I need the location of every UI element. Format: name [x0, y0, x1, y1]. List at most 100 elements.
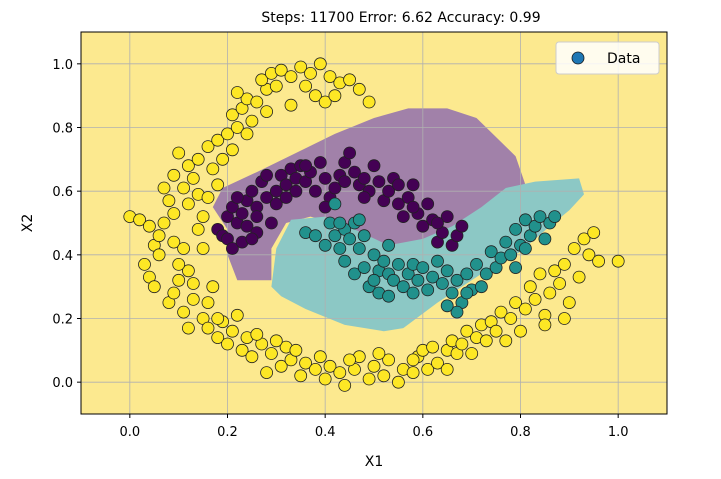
- data-point: [548, 210, 562, 224]
- data-point: [172, 146, 186, 160]
- data-point: [352, 82, 366, 96]
- data-point: [279, 191, 293, 204]
- data-point: [440, 299, 454, 313]
- data-point: [343, 146, 357, 160]
- data-point: [548, 264, 562, 278]
- data-point: [577, 232, 591, 246]
- data-point: [216, 152, 230, 166]
- data-point: [308, 89, 322, 103]
- data-point: [167, 168, 181, 182]
- data-point: [426, 340, 440, 354]
- data-point: [235, 343, 249, 357]
- data-point: [504, 312, 518, 325]
- data-point: [460, 286, 474, 300]
- data-point: [162, 194, 176, 208]
- data-point: [431, 254, 444, 268]
- data-point: [421, 362, 435, 376]
- data-point: [308, 229, 322, 243]
- data-point: [455, 337, 469, 351]
- data-point: [382, 289, 396, 303]
- x-tick-label: 1.0: [608, 425, 629, 440]
- data-point: [235, 207, 249, 220]
- data-point: [382, 184, 396, 198]
- data-point: [504, 248, 518, 262]
- data-point: [416, 219, 430, 233]
- data-point: [387, 273, 400, 287]
- x-tick-label: 0.0: [119, 425, 140, 440]
- data-point: [572, 270, 586, 284]
- data-point: [523, 280, 537, 294]
- data-point: [328, 197, 342, 211]
- data-point: [221, 337, 234, 351]
- data-point: [514, 324, 527, 338]
- data-point: [196, 242, 210, 255]
- data-point: [260, 191, 274, 204]
- data-point: [558, 312, 571, 325]
- data-point: [181, 264, 195, 278]
- data-point: [201, 321, 215, 335]
- data-point: [230, 191, 244, 204]
- data-point: [509, 222, 522, 236]
- data-point: [484, 245, 498, 259]
- data-point: [133, 213, 147, 227]
- data-point: [186, 171, 200, 185]
- data-point: [382, 353, 396, 367]
- data-point: [435, 277, 449, 290]
- data-point: [553, 277, 566, 290]
- data-point: [225, 242, 239, 255]
- data-point: [264, 216, 278, 230]
- data-point: [362, 372, 376, 386]
- y-tick-label: 0.0: [52, 376, 73, 391]
- data-point: [230, 121, 244, 134]
- data-point: [289, 343, 303, 357]
- data-point: [391, 197, 405, 211]
- data-point: [582, 248, 596, 262]
- x-axis-ticks: 0.0 0.2 0.4 0.6 0.8 1.0: [119, 414, 629, 440]
- data-point: [318, 95, 332, 109]
- data-point: [264, 347, 278, 360]
- data-point: [181, 159, 195, 173]
- data-points: [123, 57, 625, 392]
- data-point: [460, 324, 474, 338]
- data-point: [450, 273, 464, 287]
- data-point: [167, 207, 181, 220]
- data-point: [186, 292, 200, 306]
- x-tick-label: 0.4: [315, 425, 336, 440]
- data-point: [592, 254, 605, 268]
- data-point: [440, 210, 454, 224]
- data-point: [167, 235, 181, 249]
- data-point: [533, 210, 547, 224]
- data-point: [348, 165, 361, 179]
- data-point: [406, 178, 420, 192]
- data-point: [147, 280, 161, 294]
- x-tick-label: 0.6: [412, 425, 433, 440]
- data-point: [201, 191, 215, 204]
- data-point: [318, 372, 332, 386]
- data-point: [260, 366, 274, 380]
- data-point: [142, 219, 156, 233]
- data-point: [367, 359, 381, 373]
- data-point: [431, 216, 444, 230]
- data-point: [352, 242, 366, 255]
- data-point: [406, 286, 420, 300]
- data-point: [138, 257, 151, 271]
- data-point: [230, 86, 244, 99]
- data-point: [211, 178, 225, 192]
- data-point: [426, 270, 440, 284]
- data-point: [367, 159, 381, 173]
- data-point: [328, 181, 342, 195]
- data-point: [211, 133, 225, 147]
- y-axis-label: X2: [20, 214, 36, 233]
- data-point: [328, 89, 342, 103]
- data-point: [279, 178, 293, 192]
- data-point: [191, 152, 205, 166]
- data-point: [313, 156, 327, 169]
- data-point: [206, 162, 220, 176]
- data-point: [338, 254, 352, 268]
- data-point: [323, 70, 337, 83]
- data-point: [186, 277, 200, 290]
- data-point: [479, 334, 493, 348]
- data-point: [382, 238, 396, 252]
- data-point: [391, 178, 405, 192]
